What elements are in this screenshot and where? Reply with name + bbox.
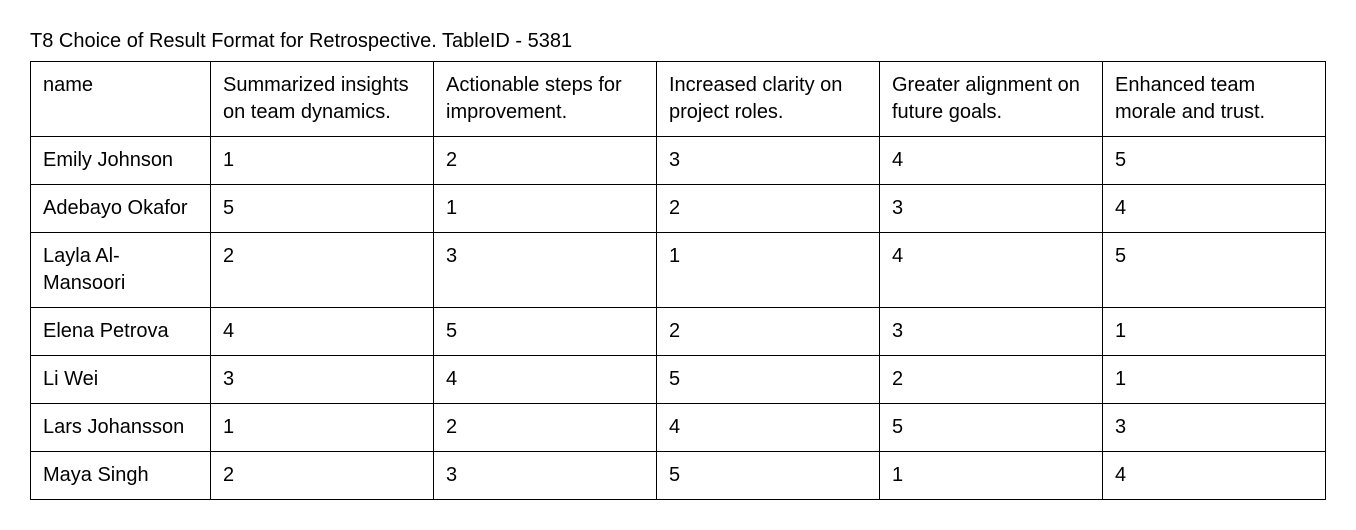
cell-value: 5 — [1103, 137, 1326, 185]
cell-value: 1 — [211, 137, 434, 185]
cell-value: 5 — [434, 308, 657, 356]
cell-name: Adebayo Okafor — [31, 185, 211, 233]
cell-value: 1 — [880, 452, 1103, 500]
table-title: T8 Choice of Result Format for Retrospec… — [30, 30, 1326, 53]
cell-value: 2 — [211, 233, 434, 308]
cell-value: 3 — [434, 452, 657, 500]
cell-value: 1 — [211, 404, 434, 452]
cell-value: 5 — [880, 404, 1103, 452]
cell-value: 3 — [657, 137, 880, 185]
table-row: Emily Johnson 1 2 3 4 5 — [31, 137, 1326, 185]
table-header-row: name Summarized insights on team dynamic… — [31, 62, 1326, 137]
cell-value: 3 — [880, 308, 1103, 356]
table-row: Maya Singh 2 3 5 1 4 — [31, 452, 1326, 500]
cell-value: 3 — [1103, 404, 1326, 452]
cell-value: 2 — [434, 404, 657, 452]
cell-value: 1 — [434, 185, 657, 233]
cell-value: 3 — [211, 356, 434, 404]
cell-value: 3 — [880, 185, 1103, 233]
cell-value: 5 — [1103, 233, 1326, 308]
cell-value: 4 — [211, 308, 434, 356]
cell-value: 2 — [880, 356, 1103, 404]
table-row: Li Wei 3 4 5 2 1 — [31, 356, 1326, 404]
col-header-alignment: Greater alignment on future goals. — [880, 62, 1103, 137]
table-row: Lars Johansson 1 2 4 5 3 — [31, 404, 1326, 452]
table-row: Adebayo Okafor 5 1 2 3 4 — [31, 185, 1326, 233]
table-row: Elena Petrova 4 5 2 3 1 — [31, 308, 1326, 356]
cell-name: Emily Johnson — [31, 137, 211, 185]
cell-name: Lars Johansson — [31, 404, 211, 452]
cell-name: Maya Singh — [31, 452, 211, 500]
cell-value: 2 — [434, 137, 657, 185]
cell-value: 5 — [211, 185, 434, 233]
cell-name: Elena Petrova — [31, 308, 211, 356]
cell-value: 1 — [657, 233, 880, 308]
cell-value: 2 — [657, 185, 880, 233]
cell-name: Layla Al-Mansoori — [31, 233, 211, 308]
cell-value: 5 — [657, 452, 880, 500]
col-header-name: name — [31, 62, 211, 137]
cell-value: 4 — [434, 356, 657, 404]
col-header-morale: Enhanced team morale and trust. — [1103, 62, 1326, 137]
cell-value: 5 — [657, 356, 880, 404]
cell-value: 2 — [211, 452, 434, 500]
cell-value: 4 — [880, 233, 1103, 308]
cell-value: 4 — [1103, 452, 1326, 500]
cell-value: 4 — [657, 404, 880, 452]
cell-name: Li Wei — [31, 356, 211, 404]
cell-value: 4 — [880, 137, 1103, 185]
cell-value: 1 — [1103, 356, 1326, 404]
cell-value: 2 — [657, 308, 880, 356]
table-row: Layla Al-Mansoori 2 3 1 4 5 — [31, 233, 1326, 308]
cell-value: 4 — [1103, 185, 1326, 233]
col-header-clarity: Increased clarity on project roles. — [657, 62, 880, 137]
col-header-actionable: Actionable steps for improvement. — [434, 62, 657, 137]
retrospective-table: name Summarized insights on team dynamic… — [30, 61, 1326, 500]
cell-value: 1 — [1103, 308, 1326, 356]
cell-value: 3 — [434, 233, 657, 308]
col-header-insights: Summarized insights on team dynamics. — [211, 62, 434, 137]
